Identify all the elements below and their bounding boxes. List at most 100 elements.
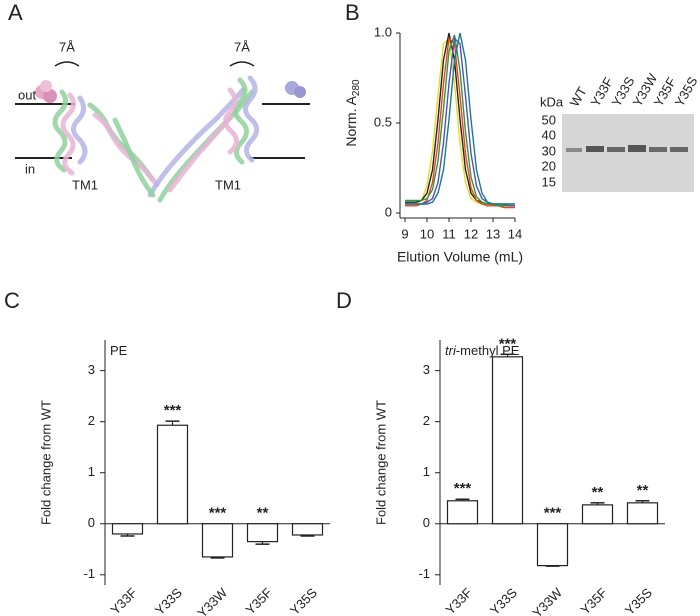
helix — [147, 87, 246, 198]
bar — [246, 523, 279, 543]
elution-trace — [405, 34, 515, 207]
significance: *** — [454, 480, 472, 497]
x-axis-label: Elution Volume (mL) — [397, 249, 523, 265]
structure: 7Å 7Å out in TM1 TM1 — [15, 39, 310, 203]
x-tick-label: Y33S — [487, 585, 520, 616]
marker-label: 50 — [542, 112, 556, 127]
helix — [52, 89, 68, 173]
helix — [223, 87, 239, 155]
bar — [156, 424, 189, 525]
sphere — [294, 86, 306, 98]
bar — [201, 523, 234, 558]
y-tick-label: 2 — [423, 413, 430, 428]
x-tick-label: 10 — [420, 226, 434, 241]
marker-label: 20 — [542, 158, 556, 173]
x-tick-label: 11 — [442, 226, 456, 241]
y-axis-label: Norm. A280 — [343, 79, 362, 147]
gel-unit: kDa — [540, 94, 564, 109]
bar — [536, 523, 569, 567]
helix — [167, 115, 233, 193]
label: 7Å — [59, 39, 75, 54]
y-tick-label: 0 — [88, 515, 95, 530]
panel-letter: C — [4, 288, 20, 313]
label: out — [18, 87, 36, 102]
helix — [243, 75, 259, 163]
y-axis-label-sub: 280 — [351, 79, 362, 96]
y-tick-label: 3 — [423, 362, 430, 377]
label: TM1 — [72, 177, 98, 192]
bar — [626, 502, 659, 525]
sphere — [43, 89, 57, 103]
lane-label: Y35S — [672, 74, 700, 109]
marker-label: 15 — [542, 174, 556, 189]
panel-title-text: PE — [110, 343, 128, 358]
bar — [446, 500, 479, 525]
gel-band — [586, 146, 604, 152]
y-tick-label: 0.5 — [374, 114, 392, 129]
panel-letter: A — [8, 0, 23, 25]
significance: ** — [592, 484, 604, 501]
x-tick-label: 13 — [486, 226, 500, 241]
y-tick-label: 1 — [423, 464, 430, 479]
significance: *** — [544, 505, 562, 522]
gel-band — [670, 147, 688, 152]
helix — [233, 77, 249, 165]
y-tick-label: 1 — [88, 464, 95, 479]
y-axis-label: Fold change from WT — [373, 400, 388, 525]
elution-trace — [405, 32, 515, 207]
shift-arrow — [229, 61, 255, 67]
gel-image — [562, 114, 694, 192]
panel-letter: B — [345, 0, 360, 25]
x-tick-label: Y35F — [577, 585, 610, 616]
x-tick-label: Y35F — [242, 585, 275, 616]
helix — [92, 112, 160, 188]
bar — [581, 504, 614, 525]
significance: *** — [209, 505, 227, 522]
x-tick-label: Y35S — [622, 585, 655, 616]
sphere — [40, 80, 52, 92]
helix — [60, 92, 76, 176]
y-axis-label-main: Norm. A — [343, 95, 359, 146]
gel-band — [649, 147, 667, 152]
elution-trace — [405, 32, 515, 205]
marker-label: 30 — [542, 143, 556, 158]
significance: *** — [164, 402, 182, 419]
x-tick-label: 12 — [464, 226, 478, 241]
x-tick-label: Y33F — [442, 585, 475, 616]
y-tick-label: -1 — [418, 566, 430, 581]
bar — [111, 523, 144, 535]
panel-letter: D — [336, 288, 352, 313]
x-tick-label: Y33S — [152, 585, 185, 616]
bar — [291, 523, 324, 536]
significance: ** — [257, 505, 269, 522]
x-tick-label: Y33W — [194, 584, 230, 616]
bar — [491, 356, 524, 525]
label: in — [25, 161, 35, 176]
significance: *** — [499, 335, 517, 352]
y-tick-label: 2 — [88, 413, 95, 428]
gel-band — [628, 145, 646, 152]
gel: kDa — [540, 94, 694, 192]
y-tick-label: 3 — [88, 362, 95, 377]
marker-label: 40 — [542, 127, 556, 142]
label: 7Å — [234, 39, 250, 54]
panel-title-italic: tri — [445, 343, 457, 358]
label: TM1 — [215, 177, 241, 192]
y-axis-label: Fold change from WT — [38, 400, 53, 525]
significance: ** — [637, 482, 649, 499]
shift-arrow — [54, 61, 80, 67]
x-tick-label: 14 — [508, 226, 522, 241]
y-tick-label: 0 — [385, 204, 392, 219]
y-tick-label: -1 — [83, 566, 95, 581]
helix — [71, 95, 88, 165]
panel-title: PE — [110, 343, 128, 358]
lane-label: WT — [567, 84, 590, 109]
y-tick-label: 1.0 — [374, 24, 392, 39]
x-tick-label: 9 — [401, 226, 408, 241]
helix — [112, 117, 156, 198]
x-tick-label: Y33F — [107, 585, 140, 616]
gel-band — [607, 147, 625, 152]
gel-band — [566, 148, 582, 152]
